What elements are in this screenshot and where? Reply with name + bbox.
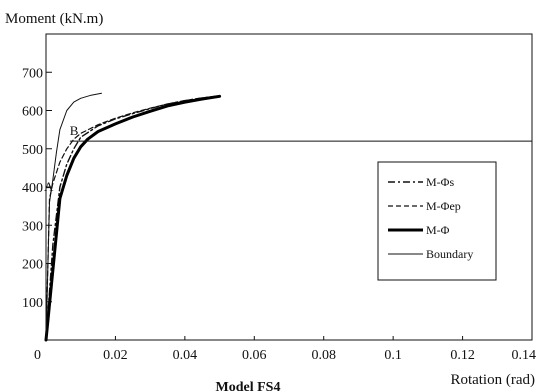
legend-label: M-Φep (426, 199, 461, 213)
x-axis-title: Rotation (rad) (450, 372, 535, 388)
x-tick-label: 0.14 (512, 348, 537, 363)
x-tick-label: 0.1 (384, 348, 402, 363)
series-line-m-φ (44, 94, 222, 342)
legend-label: M-Φs (426, 175, 454, 189)
legend-box (377, 161, 497, 281)
legend-label: M-Φ (426, 223, 450, 237)
y-tick-label: 700 (22, 66, 43, 81)
y-tick-label: 400 (22, 181, 43, 196)
y-tick-label: 500 (22, 143, 43, 158)
y-tick-label: 200 (22, 258, 43, 273)
series-group (44, 92, 533, 342)
x-tick-label: 0 (34, 348, 41, 363)
annotations: AB (44, 123, 79, 194)
series-line-m-φep (45, 95, 217, 341)
x-tick-label: 0.12 (450, 348, 475, 363)
legend-label: Boundary (426, 247, 473, 261)
x-axis: 0 0.02 0.04 0.06 0.08 0.1 0.12 0.14 (34, 336, 536, 363)
y-tick-label: 600 (22, 105, 43, 120)
point-label-b: B (70, 123, 79, 138)
chart-caption: Model FS4 (216, 380, 281, 392)
x-tick-label: 0.02 (103, 348, 128, 363)
series-line-unlabeled-4 (45, 92, 102, 341)
y-axis: 100 200 300 400 500 600 700 (22, 66, 52, 311)
y-tick-label: 300 (22, 219, 43, 234)
x-tick-label: 0.06 (242, 348, 267, 363)
x-tick-label: 0.04 (173, 348, 198, 363)
y-tick-label: 100 (22, 296, 43, 311)
point-label-a: A (44, 179, 54, 194)
legend: M-Φs M-Φep M-Φ Boundary (377, 161, 497, 281)
y-axis-title: Moment (kN.m) (5, 11, 103, 27)
x-tick-label: 0.08 (311, 348, 336, 363)
